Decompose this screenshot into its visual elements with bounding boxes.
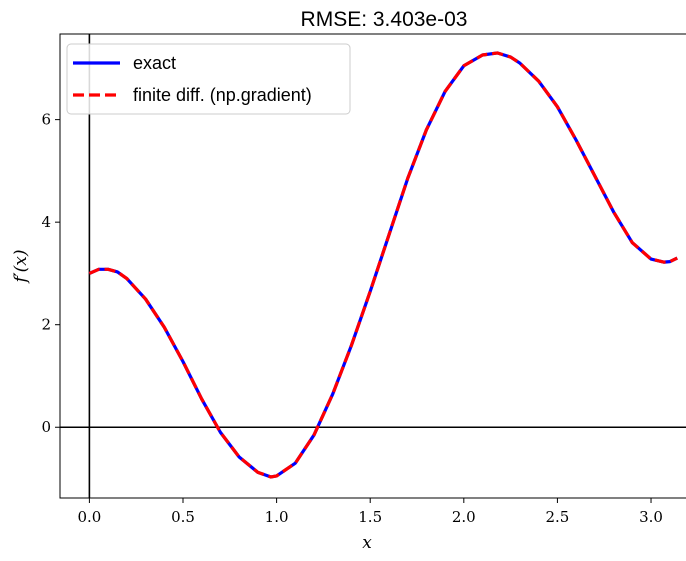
series-layer xyxy=(88,51,678,479)
legend-box xyxy=(66,43,351,115)
legend-label-finite-diff: finite diff. (np.gradient) xyxy=(133,85,312,105)
x-tick-label: 0.0 xyxy=(77,508,101,526)
x-tick-label: 2.5 xyxy=(545,508,569,526)
legend-label-exact: exact xyxy=(133,53,176,73)
x-tick-label: 2.0 xyxy=(452,508,476,526)
series-line-finite-diff xyxy=(88,51,678,479)
series-line-exact xyxy=(88,51,678,479)
y-tick-label: 0 xyxy=(41,418,51,436)
plot-frame xyxy=(59,33,686,499)
chart-title: RMSE: 3.403e-03 xyxy=(301,8,468,31)
x-axis-label: x xyxy=(362,533,372,553)
y-axis-ticks: 0 2 4 6 xyxy=(41,111,60,436)
y-tick-label: 2 xyxy=(41,316,51,334)
y-axis-label: f′(x) xyxy=(11,249,31,284)
y-tick-label: 4 xyxy=(41,213,51,231)
legend: exact finite diff. (np.gradient) xyxy=(66,43,351,115)
x-tick-label: 3.0 xyxy=(639,508,663,526)
x-tick-label: 0.5 xyxy=(171,508,195,526)
x-tick-label: 1.5 xyxy=(358,508,382,526)
x-axis-ticks: 0.0 0.5 1.0 1.5 2.0 2.5 3.0 xyxy=(77,498,663,526)
x-tick-label: 1.0 xyxy=(265,508,289,526)
y-tick-label: 6 xyxy=(41,111,51,129)
